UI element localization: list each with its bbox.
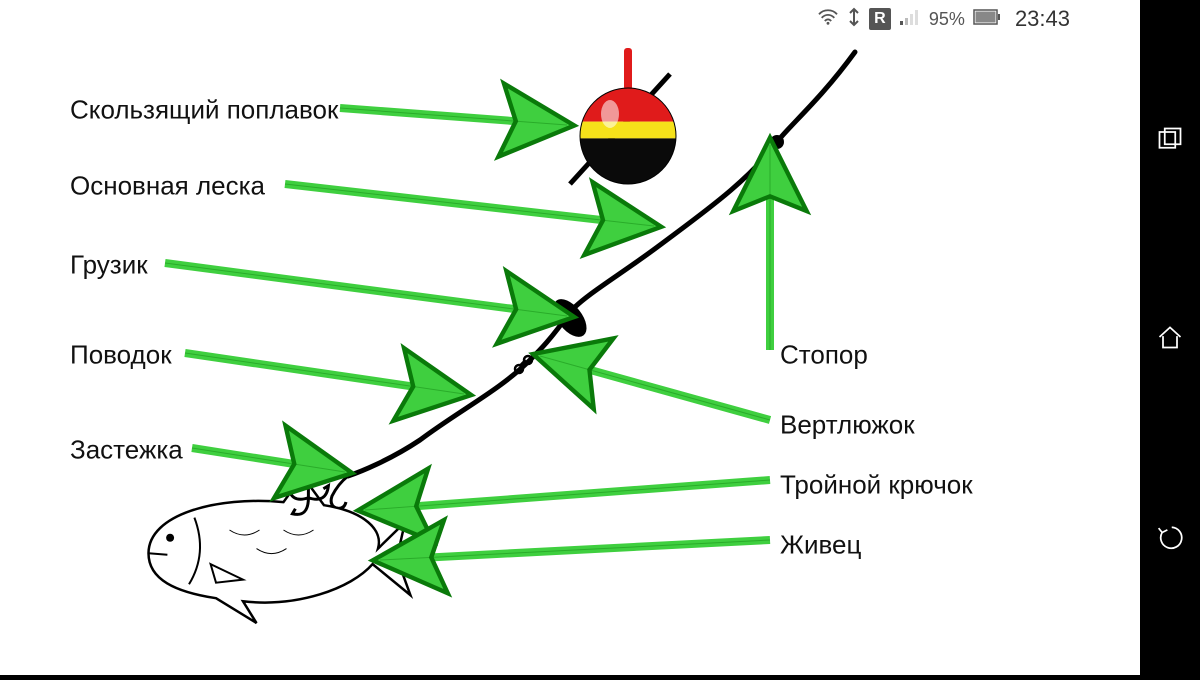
- status-bar: R 95% 23:43: [817, 6, 1070, 32]
- battery-icon: [973, 9, 1001, 30]
- label-l4: Застежка: [70, 434, 183, 464]
- android-navbar: [1140, 0, 1200, 675]
- sync-icon: [847, 7, 861, 32]
- label-r1: Вертлюжок: [780, 409, 915, 439]
- label-l2: Грузик: [70, 249, 148, 279]
- signal-icon: [899, 8, 921, 31]
- recent-apps-icon[interactable]: [1156, 125, 1184, 153]
- label-r2: Тройной крючок: [780, 469, 973, 499]
- rig-diagram: Скользящий поплавок Основная леска Грузик П…: [0, 40, 1140, 675]
- label-l0: Скользящий поплавок: [70, 94, 339, 124]
- r-badge-icon: R: [869, 8, 891, 30]
- back-icon[interactable]: [1156, 522, 1184, 550]
- label-r3: Живец: [780, 529, 862, 559]
- label-l1: Основная леска: [70, 170, 266, 200]
- clock-time: 23:43: [1015, 6, 1070, 32]
- label-r0: Стопор: [780, 339, 868, 369]
- battery-percent: 95%: [929, 9, 965, 30]
- label-l3: Поводок: [70, 339, 172, 369]
- home-icon[interactable]: [1156, 323, 1184, 351]
- wifi-icon: [817, 8, 839, 31]
